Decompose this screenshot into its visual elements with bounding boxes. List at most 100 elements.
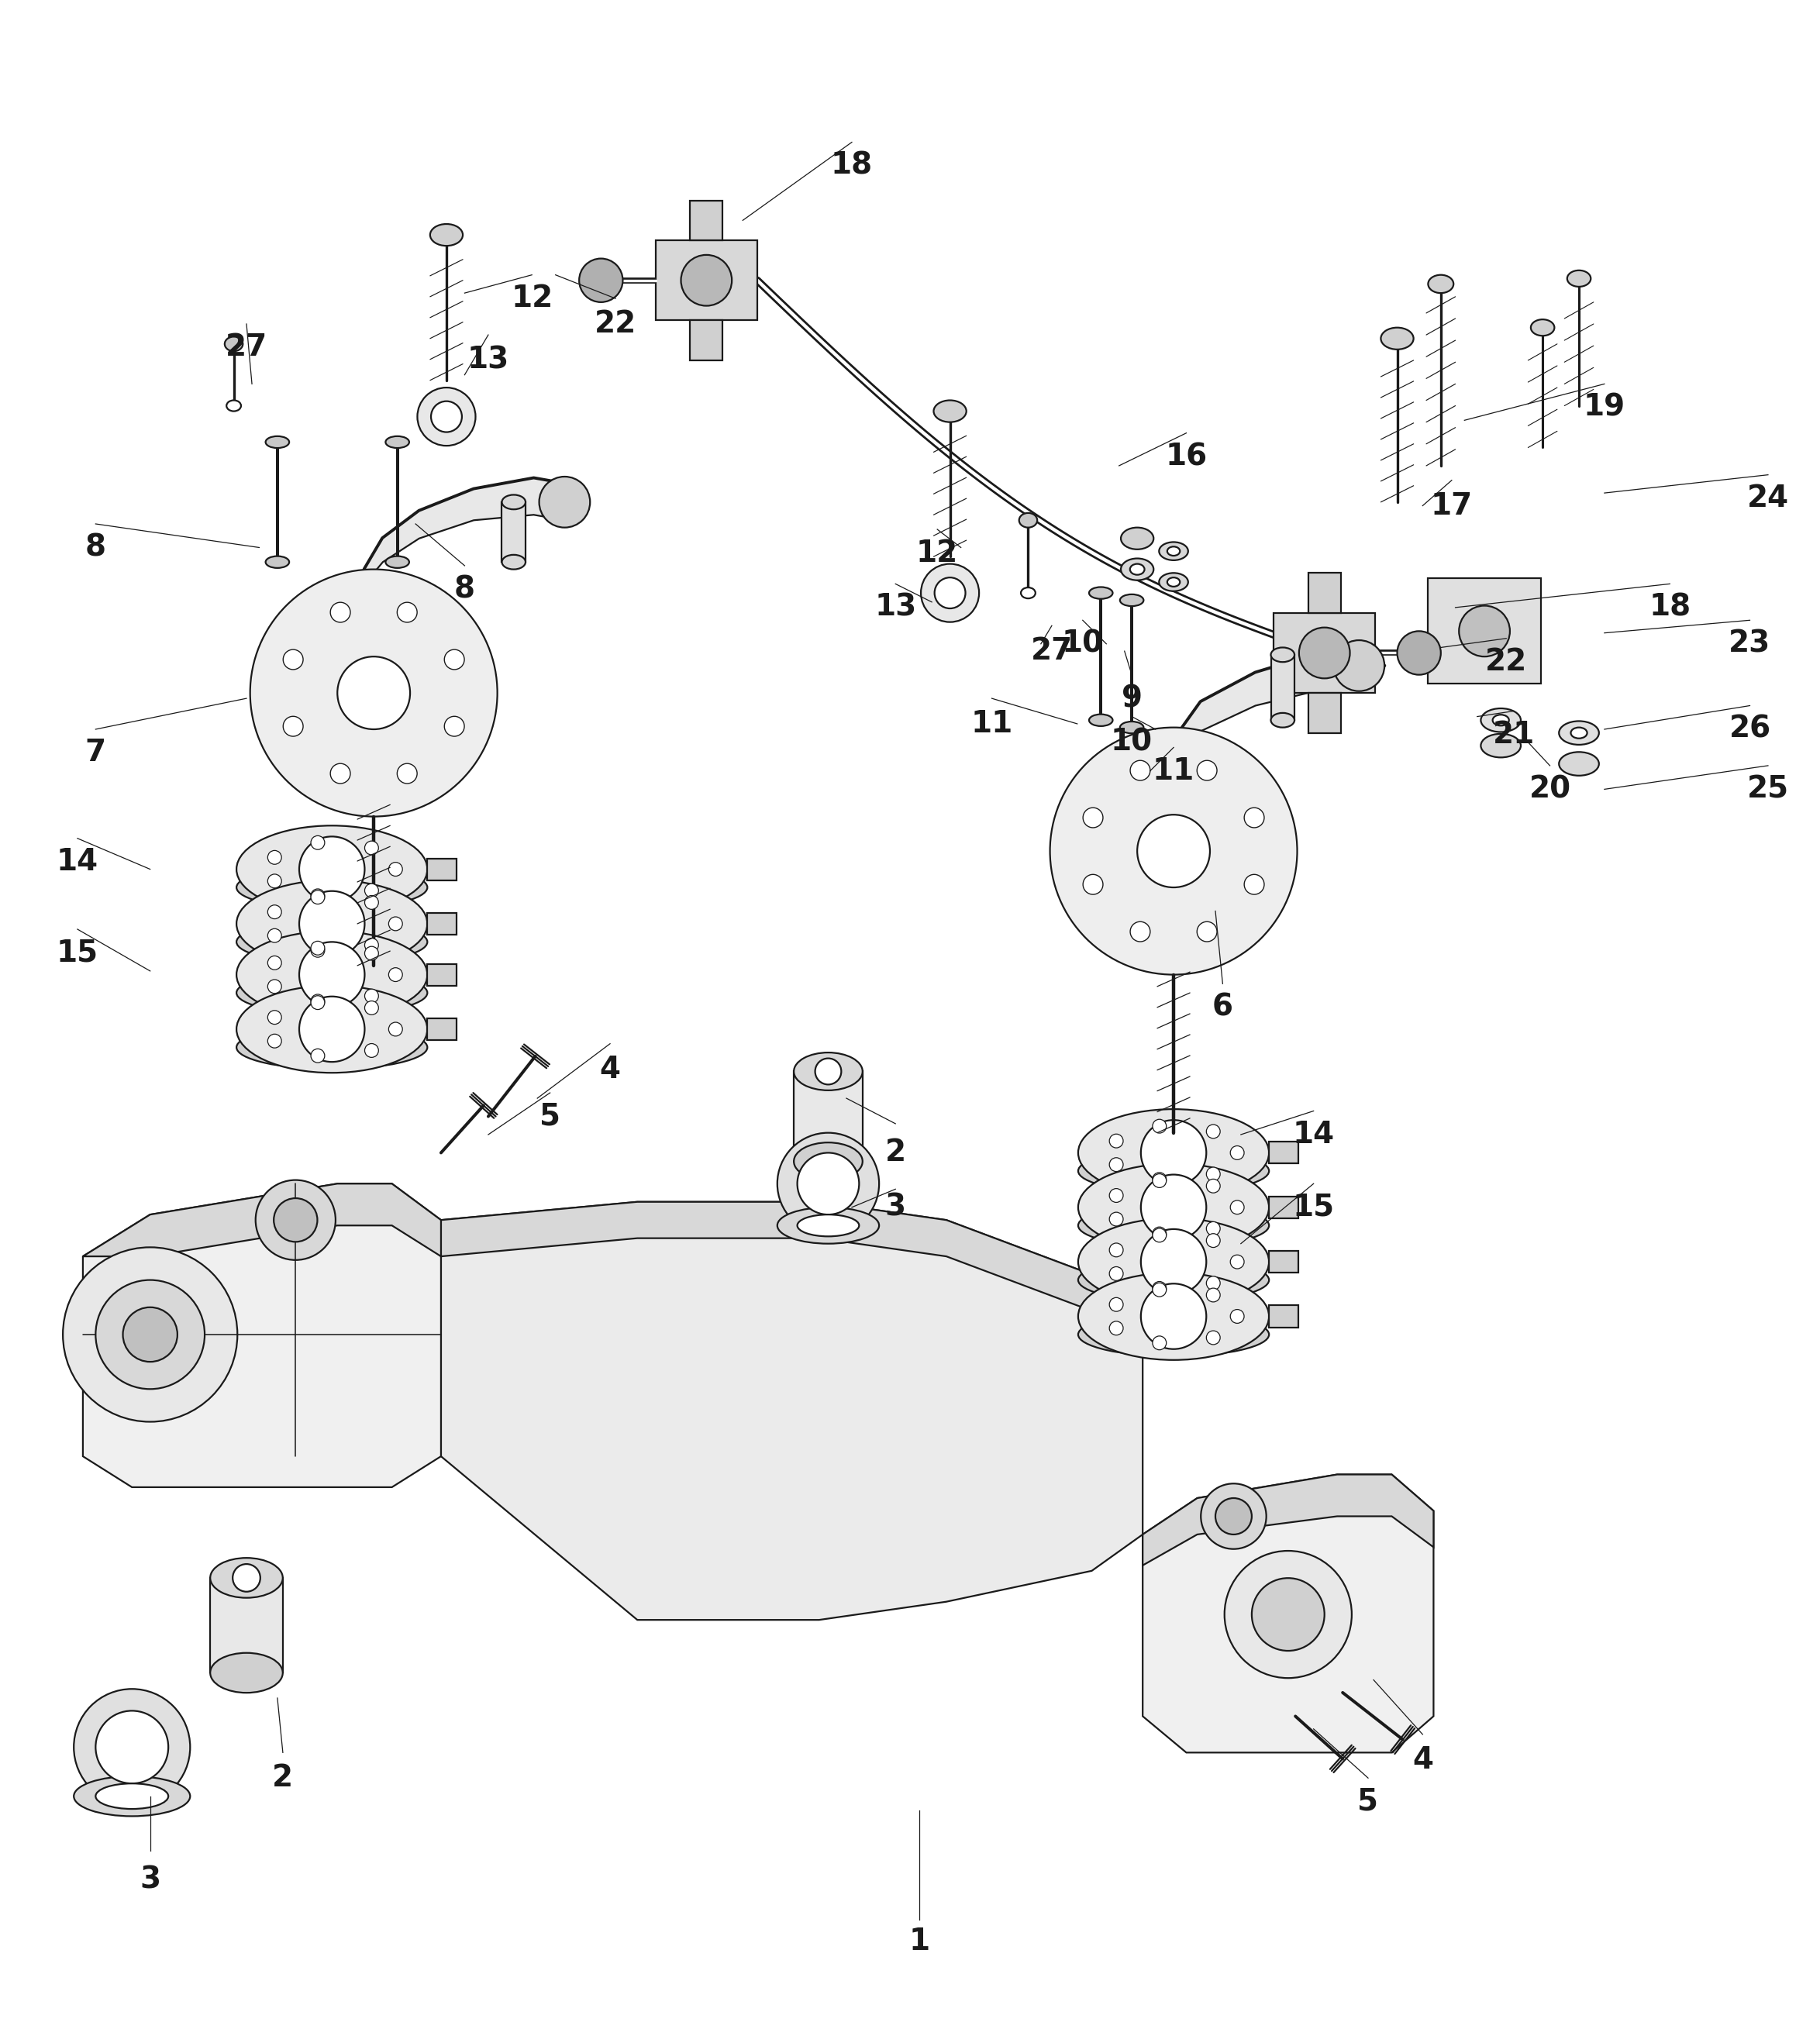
Circle shape [364,884,379,898]
Ellipse shape [266,556,289,568]
Circle shape [1230,1201,1245,1213]
Text: 17: 17 [1431,491,1472,520]
Text: 27: 27 [1030,637,1072,665]
Ellipse shape [794,1142,863,1181]
Text: 8: 8 [455,574,475,605]
Text: 18: 18 [832,152,874,180]
Circle shape [268,1033,282,1047]
Circle shape [1198,760,1218,780]
Text: 2: 2 [273,1763,293,1794]
Circle shape [1245,807,1265,827]
Ellipse shape [1077,1258,1269,1302]
Circle shape [124,1308,177,1361]
Text: 4: 4 [599,1053,621,1084]
Ellipse shape [1159,572,1188,590]
Text: 5: 5 [539,1102,561,1130]
Circle shape [364,841,379,855]
Circle shape [268,928,282,942]
Ellipse shape [1381,328,1414,350]
Text: 9: 9 [1121,683,1143,714]
Circle shape [444,649,464,669]
Text: 20: 20 [1529,774,1571,805]
Circle shape [1207,1330,1219,1345]
Ellipse shape [777,1207,879,1244]
Circle shape [1110,1213,1123,1225]
Text: 22: 22 [1485,647,1527,677]
Circle shape [364,1043,379,1058]
Circle shape [1152,1227,1167,1242]
Circle shape [1083,807,1103,827]
Circle shape [1225,1551,1352,1678]
Circle shape [1083,874,1103,894]
Circle shape [1207,1221,1219,1235]
Circle shape [389,969,402,981]
Ellipse shape [237,825,428,912]
Bar [1309,572,1341,613]
Circle shape [364,989,379,1003]
Bar [690,200,723,241]
Ellipse shape [237,865,428,910]
Bar [428,857,457,880]
Circle shape [96,1280,204,1389]
Text: 2: 2 [885,1138,906,1167]
Circle shape [284,649,304,669]
Circle shape [389,916,402,930]
Circle shape [311,995,324,1009]
Circle shape [1141,1229,1207,1294]
Circle shape [249,570,497,817]
Circle shape [1216,1498,1252,1535]
Text: 8: 8 [86,532,106,562]
Text: 18: 18 [1649,592,1691,623]
Text: 7: 7 [86,738,106,768]
Bar [1274,613,1376,694]
Circle shape [1207,1276,1219,1290]
Ellipse shape [1077,1272,1269,1361]
Text: 16: 16 [1165,443,1207,471]
Text: 23: 23 [1729,629,1771,659]
Circle shape [96,1711,167,1783]
Bar [428,912,457,934]
Circle shape [1152,1227,1167,1242]
Ellipse shape [1077,1203,1269,1248]
Ellipse shape [226,400,240,410]
Circle shape [273,1199,317,1242]
Polygon shape [1143,1474,1434,1565]
Ellipse shape [1130,564,1145,574]
Circle shape [298,942,364,1007]
Bar [1269,1142,1298,1165]
Text: 15: 15 [1292,1193,1334,1221]
Ellipse shape [1121,528,1154,550]
Text: 11: 11 [1152,756,1194,787]
Circle shape [389,861,402,876]
Ellipse shape [1560,752,1600,776]
Ellipse shape [1159,542,1188,560]
Circle shape [233,1565,260,1591]
Circle shape [64,1248,237,1421]
Circle shape [1201,1484,1267,1549]
Polygon shape [440,1201,1143,1620]
Ellipse shape [237,880,428,967]
Circle shape [298,997,364,1062]
Text: 3: 3 [885,1193,906,1221]
Ellipse shape [934,400,966,423]
Text: 21: 21 [1492,720,1534,750]
Ellipse shape [1077,1312,1269,1357]
Ellipse shape [1270,714,1294,728]
Circle shape [397,764,417,783]
Ellipse shape [502,495,526,510]
Circle shape [1198,922,1218,942]
Polygon shape [364,479,564,584]
Ellipse shape [386,437,410,449]
Polygon shape [1183,647,1360,746]
Circle shape [268,851,282,863]
Circle shape [268,979,282,993]
Ellipse shape [1567,271,1591,287]
Circle shape [1110,1244,1123,1258]
Circle shape [539,477,590,528]
Bar [1270,655,1294,720]
Ellipse shape [1119,594,1143,607]
Circle shape [255,1181,335,1260]
Text: 26: 26 [1729,714,1771,744]
Circle shape [1050,728,1298,975]
Text: 12: 12 [915,538,959,568]
